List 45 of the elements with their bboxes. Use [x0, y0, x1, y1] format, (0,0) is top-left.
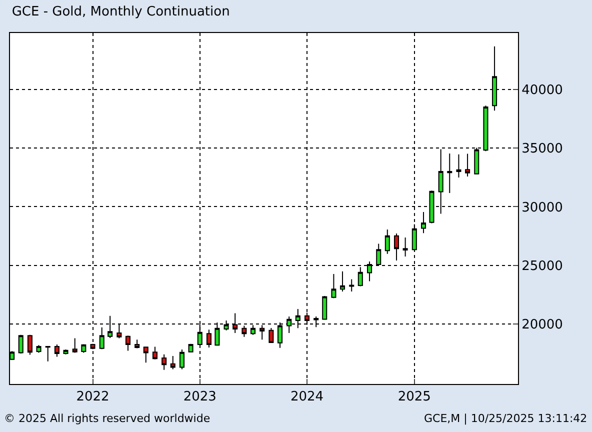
y-tick-label: 35000 — [522, 142, 563, 157]
candlestick — [54, 344, 60, 358]
candlestick — [483, 105, 488, 152]
y-tick-label: 20000 — [522, 318, 563, 333]
candlestick — [63, 348, 68, 355]
chart-title: GCE - Gold, Monthly Continuation — [12, 4, 230, 20]
candlestick — [27, 334, 32, 356]
candlestick — [331, 274, 336, 299]
candlestick — [99, 326, 104, 350]
candlestick — [394, 233, 400, 261]
candlestick — [179, 348, 184, 370]
candlestick — [322, 295, 328, 320]
candlestick — [152, 346, 158, 360]
candlestick — [420, 212, 426, 234]
candlestick — [170, 356, 176, 370]
text: GCE,M | 10/25/2025 13:11:42 — [424, 412, 588, 425]
y-tick-label: 25000 — [522, 258, 563, 274]
x-tick-label: 2024 — [290, 390, 324, 405]
candlestick — [72, 338, 78, 354]
candlestick — [456, 154, 462, 178]
candlestick — [90, 343, 96, 350]
candlestick — [36, 344, 42, 354]
candlestick — [349, 278, 354, 292]
candlestick — [429, 190, 434, 224]
candlestick — [465, 153, 470, 177]
y-tick-label: 30000 — [522, 200, 563, 216]
candlestick — [447, 152, 452, 194]
x-tick-label: 2023 — [183, 390, 216, 405]
candlestick — [162, 354, 167, 370]
x-tick-label: 2025 — [398, 390, 431, 405]
candlestick — [188, 343, 194, 353]
candlestick — [268, 328, 274, 344]
y-tick-label: 40000 — [522, 82, 563, 98]
candlestick — [45, 346, 50, 362]
candlestick — [384, 229, 390, 254]
candlestick — [18, 334, 24, 354]
candlestick — [143, 346, 148, 364]
candlestick — [402, 237, 408, 258]
candlestick — [125, 335, 130, 352]
candlestick — [134, 339, 140, 349]
candlestick — [206, 329, 212, 348]
x-tick-label: 2022 — [76, 390, 110, 405]
text: © 2025 All rights reserved worldwide — [4, 412, 210, 425]
candlestick — [340, 270, 346, 292]
candlestick — [81, 344, 86, 354]
